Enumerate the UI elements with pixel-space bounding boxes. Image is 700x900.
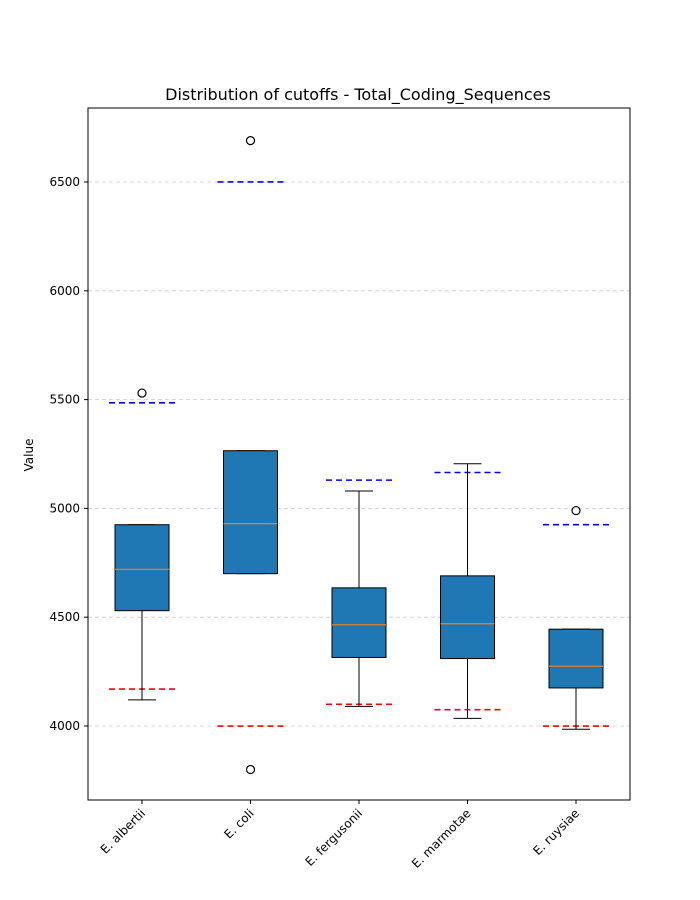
outlier-point	[245, 136, 256, 146]
outlier-point	[137, 388, 147, 398]
grid-lines	[88, 181, 630, 727]
boxes	[114, 450, 604, 730]
box-iqr	[331, 587, 387, 658]
x-axis: E. albertii E. coli E. fergusonii E. marmot…	[98, 800, 582, 871]
y-tick-label: 5500	[49, 393, 80, 407]
chart-title: Distribution of cutoffs - Total_Coding_S…	[165, 85, 551, 105]
x-tick-label: E. coli	[221, 806, 256, 841]
box-iqr	[440, 575, 495, 660]
y-tick-label: 6500	[49, 175, 80, 189]
y-tick-label: 4500	[49, 610, 80, 624]
box-iqr	[548, 628, 604, 689]
y-tick-label: 6000	[49, 284, 80, 298]
x-tick-label: E. marmotae	[409, 806, 474, 871]
y-axis-label: Value	[22, 439, 36, 472]
x-tick-label: E. albertii	[98, 806, 148, 856]
outlier-point	[245, 764, 256, 775]
box-iqr	[114, 524, 170, 612]
y-tick-label: 5000	[49, 501, 80, 515]
outlier-point	[571, 505, 581, 516]
y-axis: 4000 4500 5000 5500 6000 6500	[49, 175, 88, 733]
x-tick-label: E. fergusonii	[302, 806, 365, 869]
y-tick-label: 4000	[49, 719, 80, 733]
x-tick-label: E. ruysiae	[530, 806, 582, 858]
outliers	[137, 136, 581, 775]
box-iqr	[223, 450, 278, 575]
